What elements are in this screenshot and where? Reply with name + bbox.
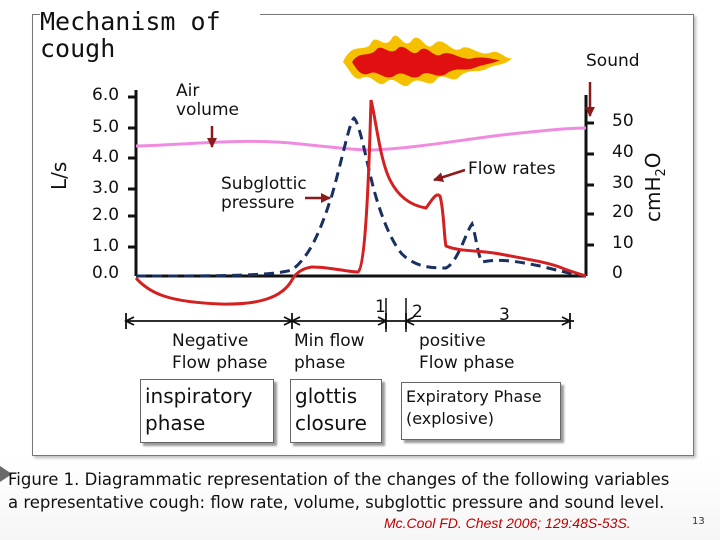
inspiratory-phase-box: inspiratory phase xyxy=(140,379,274,443)
figure-caption: Figure 1. Diagrammatic representation of… xyxy=(8,470,670,512)
subglottic-pressure-curve xyxy=(135,116,587,278)
bullet-arrow-icon xyxy=(0,466,12,482)
sound-label: Sound xyxy=(586,51,640,71)
right-tick: 40 xyxy=(612,142,634,162)
marker-3: 3 xyxy=(499,305,510,325)
right-tick: 10 xyxy=(612,233,634,253)
right-tick: 50 xyxy=(612,111,634,131)
positive-flow-phase-label: positive Flow phase xyxy=(419,331,515,373)
left-tick: 5.0 xyxy=(92,117,120,137)
right-axis-line xyxy=(584,95,594,276)
left-tick: 3.0 xyxy=(92,178,120,198)
air-volume-label: Air volume xyxy=(176,81,239,120)
left-tick: 6.0 xyxy=(92,85,120,105)
flow-rate-curve xyxy=(134,99,587,306)
right-tick: 30 xyxy=(612,173,634,193)
left-tick: 4.0 xyxy=(92,147,120,167)
expiratory-phase-box: Expiratory Phase (explosive) xyxy=(401,382,561,440)
left-tick: 0.0 xyxy=(92,263,120,283)
left-axis-line xyxy=(128,90,138,276)
flow-rate-arrow xyxy=(433,168,466,182)
glottis-closure-box: glottis closure xyxy=(290,379,382,443)
min-flow-phase-label: Min flow phase xyxy=(294,331,365,373)
page-title: Mechanism of cough xyxy=(40,8,260,62)
marker-1: 1 xyxy=(375,297,386,317)
sound-waveform xyxy=(343,35,512,87)
left-tick: 2.0 xyxy=(92,205,120,225)
flow-rates-label: Flow rates xyxy=(468,159,556,179)
citation: Mc.Cool FD. Chest 2006; 129:48S-53S. xyxy=(384,515,631,531)
right-tick: 0 xyxy=(612,263,623,283)
footer-band xyxy=(0,458,720,540)
left-tick: 1.0 xyxy=(92,236,120,256)
phase-bracket xyxy=(123,313,574,329)
subglottic-pressure-label: Subglottic pressure xyxy=(221,174,307,213)
air-volume-curve xyxy=(135,126,587,152)
page-number: 13 xyxy=(692,516,705,527)
negative-flow-phase-label: Negative Flow phase xyxy=(172,331,268,373)
marker-2: 2 xyxy=(412,302,423,322)
right-tick: 20 xyxy=(612,202,634,222)
